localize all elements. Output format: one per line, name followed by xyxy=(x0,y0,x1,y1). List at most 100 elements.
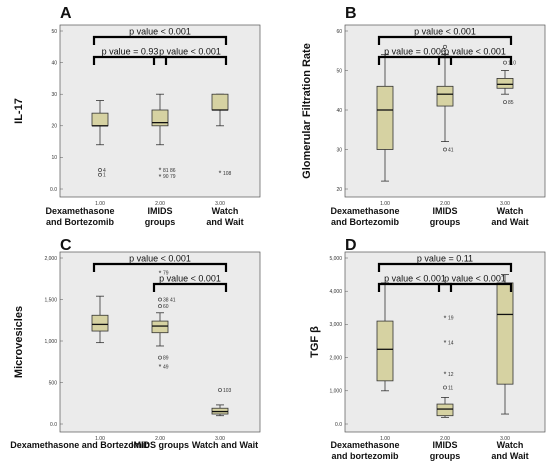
p-value-label: p value = 0.93 xyxy=(102,47,159,57)
bracket-line xyxy=(377,262,513,272)
box-iqr xyxy=(151,109,169,127)
panel-b: B Glomerular Filtration Rate 20 30 40 50 60 1.0… xyxy=(301,5,546,227)
y-tick-label: 20 xyxy=(51,124,57,130)
panel-letter: C xyxy=(60,237,72,254)
bracket-line xyxy=(92,262,228,272)
outlier-point xyxy=(503,60,507,65)
outlier-point: * xyxy=(219,171,222,178)
p-value-label: p value < 0.001 xyxy=(159,274,221,284)
x-tick-label: 3.00 xyxy=(215,201,225,207)
significance-bracket: p value < 0.001 xyxy=(377,274,453,292)
y-tick-label: 500 xyxy=(49,380,58,386)
bracket-line xyxy=(92,55,168,65)
significance-bracket: p value = 0.93 xyxy=(92,47,168,65)
outlier-label: 12 xyxy=(448,372,454,378)
outlier-label: 38 41 xyxy=(163,297,176,303)
box-iqr xyxy=(436,85,454,107)
outlier-point xyxy=(98,168,102,172)
y-tick-label: 20 xyxy=(336,187,342,193)
category-label: IMIDS xyxy=(432,440,457,450)
outlier-label: 4 xyxy=(103,168,106,174)
outlier-label: 60 xyxy=(163,304,169,310)
y-tick-label: 1,000 xyxy=(329,389,342,395)
boxplot-group: 41 xyxy=(436,44,454,153)
category-label: IMIDS xyxy=(147,206,172,216)
y-tick-label: 40 xyxy=(336,108,342,114)
bracket-line xyxy=(152,55,228,65)
boxplot-group xyxy=(376,54,394,182)
category-label: groups xyxy=(430,217,461,227)
bracket-line xyxy=(152,282,228,292)
y-tick-label: 50 xyxy=(51,29,57,35)
panel-c: C Microvesicles 0.0 500 1,000 1,500 2,000 1.00 2… xyxy=(10,237,261,450)
outlier-point: * xyxy=(159,174,162,181)
box-iqr xyxy=(91,314,109,332)
significance-bracket: p value < 0.001 xyxy=(377,27,513,45)
y-tick-label: 3,000 xyxy=(329,322,342,328)
y-tick-label: 30 xyxy=(336,147,342,153)
outlier-label: 89 xyxy=(163,355,169,361)
y-tick-label: 50 xyxy=(336,68,342,74)
x-tick-label: 1.00 xyxy=(380,201,390,207)
significance-bracket: p value < 0.001 xyxy=(437,47,513,65)
outlier-label: 41 xyxy=(448,147,454,153)
y-tick-label: 2,000 xyxy=(44,256,57,262)
box-iqr xyxy=(436,403,454,417)
category-label: Dexamethasone xyxy=(45,206,114,216)
x-tick-label: 1.00 xyxy=(380,436,390,442)
outlier-label: 1 xyxy=(103,173,106,179)
outlier-point xyxy=(158,304,162,309)
x-tick-label: 1.00 xyxy=(95,436,105,442)
outlier-point: * xyxy=(444,340,447,347)
p-value-label: p value < 0.001 xyxy=(444,47,506,57)
outlier-label: 79 xyxy=(163,271,169,277)
category-label: and bortezomib xyxy=(332,451,400,461)
boxplot-group xyxy=(91,295,109,344)
box-iqr xyxy=(376,320,394,382)
y-tick-label: 10 xyxy=(51,155,57,161)
y-tick-label: 1,000 xyxy=(44,339,57,345)
p-value-label: p value < 0.001 xyxy=(129,27,191,37)
outlier-point xyxy=(443,44,447,49)
y-axis-label: Microvesicles xyxy=(13,306,25,378)
x-tick-label: 3.00 xyxy=(500,436,510,442)
significance-bracket: p value = 0.006 xyxy=(377,47,453,65)
x-tick-label: 2.00 xyxy=(155,201,165,207)
bracket-line xyxy=(377,282,453,292)
bracket-line xyxy=(437,55,513,65)
outlier-label: 90 79 xyxy=(163,174,176,180)
y-tick-label: 4,000 xyxy=(329,289,342,295)
p-value-label: p value < 0.001 xyxy=(129,254,191,264)
category-label: groups xyxy=(145,217,176,227)
y-tick-label: 30 xyxy=(51,92,57,98)
outlier-point xyxy=(443,385,447,390)
outlier-label: 14 xyxy=(448,340,454,346)
category-label: IMIDS xyxy=(432,206,457,216)
category-label: Dexamethasone xyxy=(330,206,399,216)
box-iqr xyxy=(496,282,514,385)
significance-bracket: p value < 0.001 xyxy=(92,27,228,45)
outlier-label: 49 xyxy=(163,365,169,371)
x-tick-label: 1.00 xyxy=(95,201,105,207)
p-value-label: p value < 0.001 xyxy=(414,27,476,37)
x-tick-label: 3.00 xyxy=(215,436,225,442)
outlier-label: 81 86 xyxy=(163,168,176,174)
bracket-line xyxy=(92,35,228,45)
box-iqr xyxy=(496,78,514,89)
significance-bracket: p value < 0.001 xyxy=(152,47,228,65)
y-tick-label: 60 xyxy=(336,29,342,35)
x-tick-label: 2.00 xyxy=(440,436,450,442)
outlier-point xyxy=(443,147,447,152)
y-axis-label: Glomerular Filtration Rate xyxy=(301,43,313,179)
panel-d: D TGF β 0.0 1,000 2,000 3,000 4,000 5,000 1.00 2.… xyxy=(309,237,546,461)
y-axis-label: TGF β xyxy=(309,326,321,358)
y-tick-label: 1,500 xyxy=(44,297,57,303)
y-axis-label: IL-17 xyxy=(13,98,25,124)
boxplot-group: * 81 86* 90 79 xyxy=(151,93,176,181)
p-value-label: p value < 0.001 xyxy=(384,274,446,284)
outlier-label: 103 xyxy=(223,388,232,394)
x-tick-label: 2.00 xyxy=(440,201,450,207)
panel-a: A IL-17 0.0 10 20 30 40 50 1.00 2.00 3.00 Dexametha… xyxy=(13,5,261,227)
outlier-point: * xyxy=(159,168,162,175)
